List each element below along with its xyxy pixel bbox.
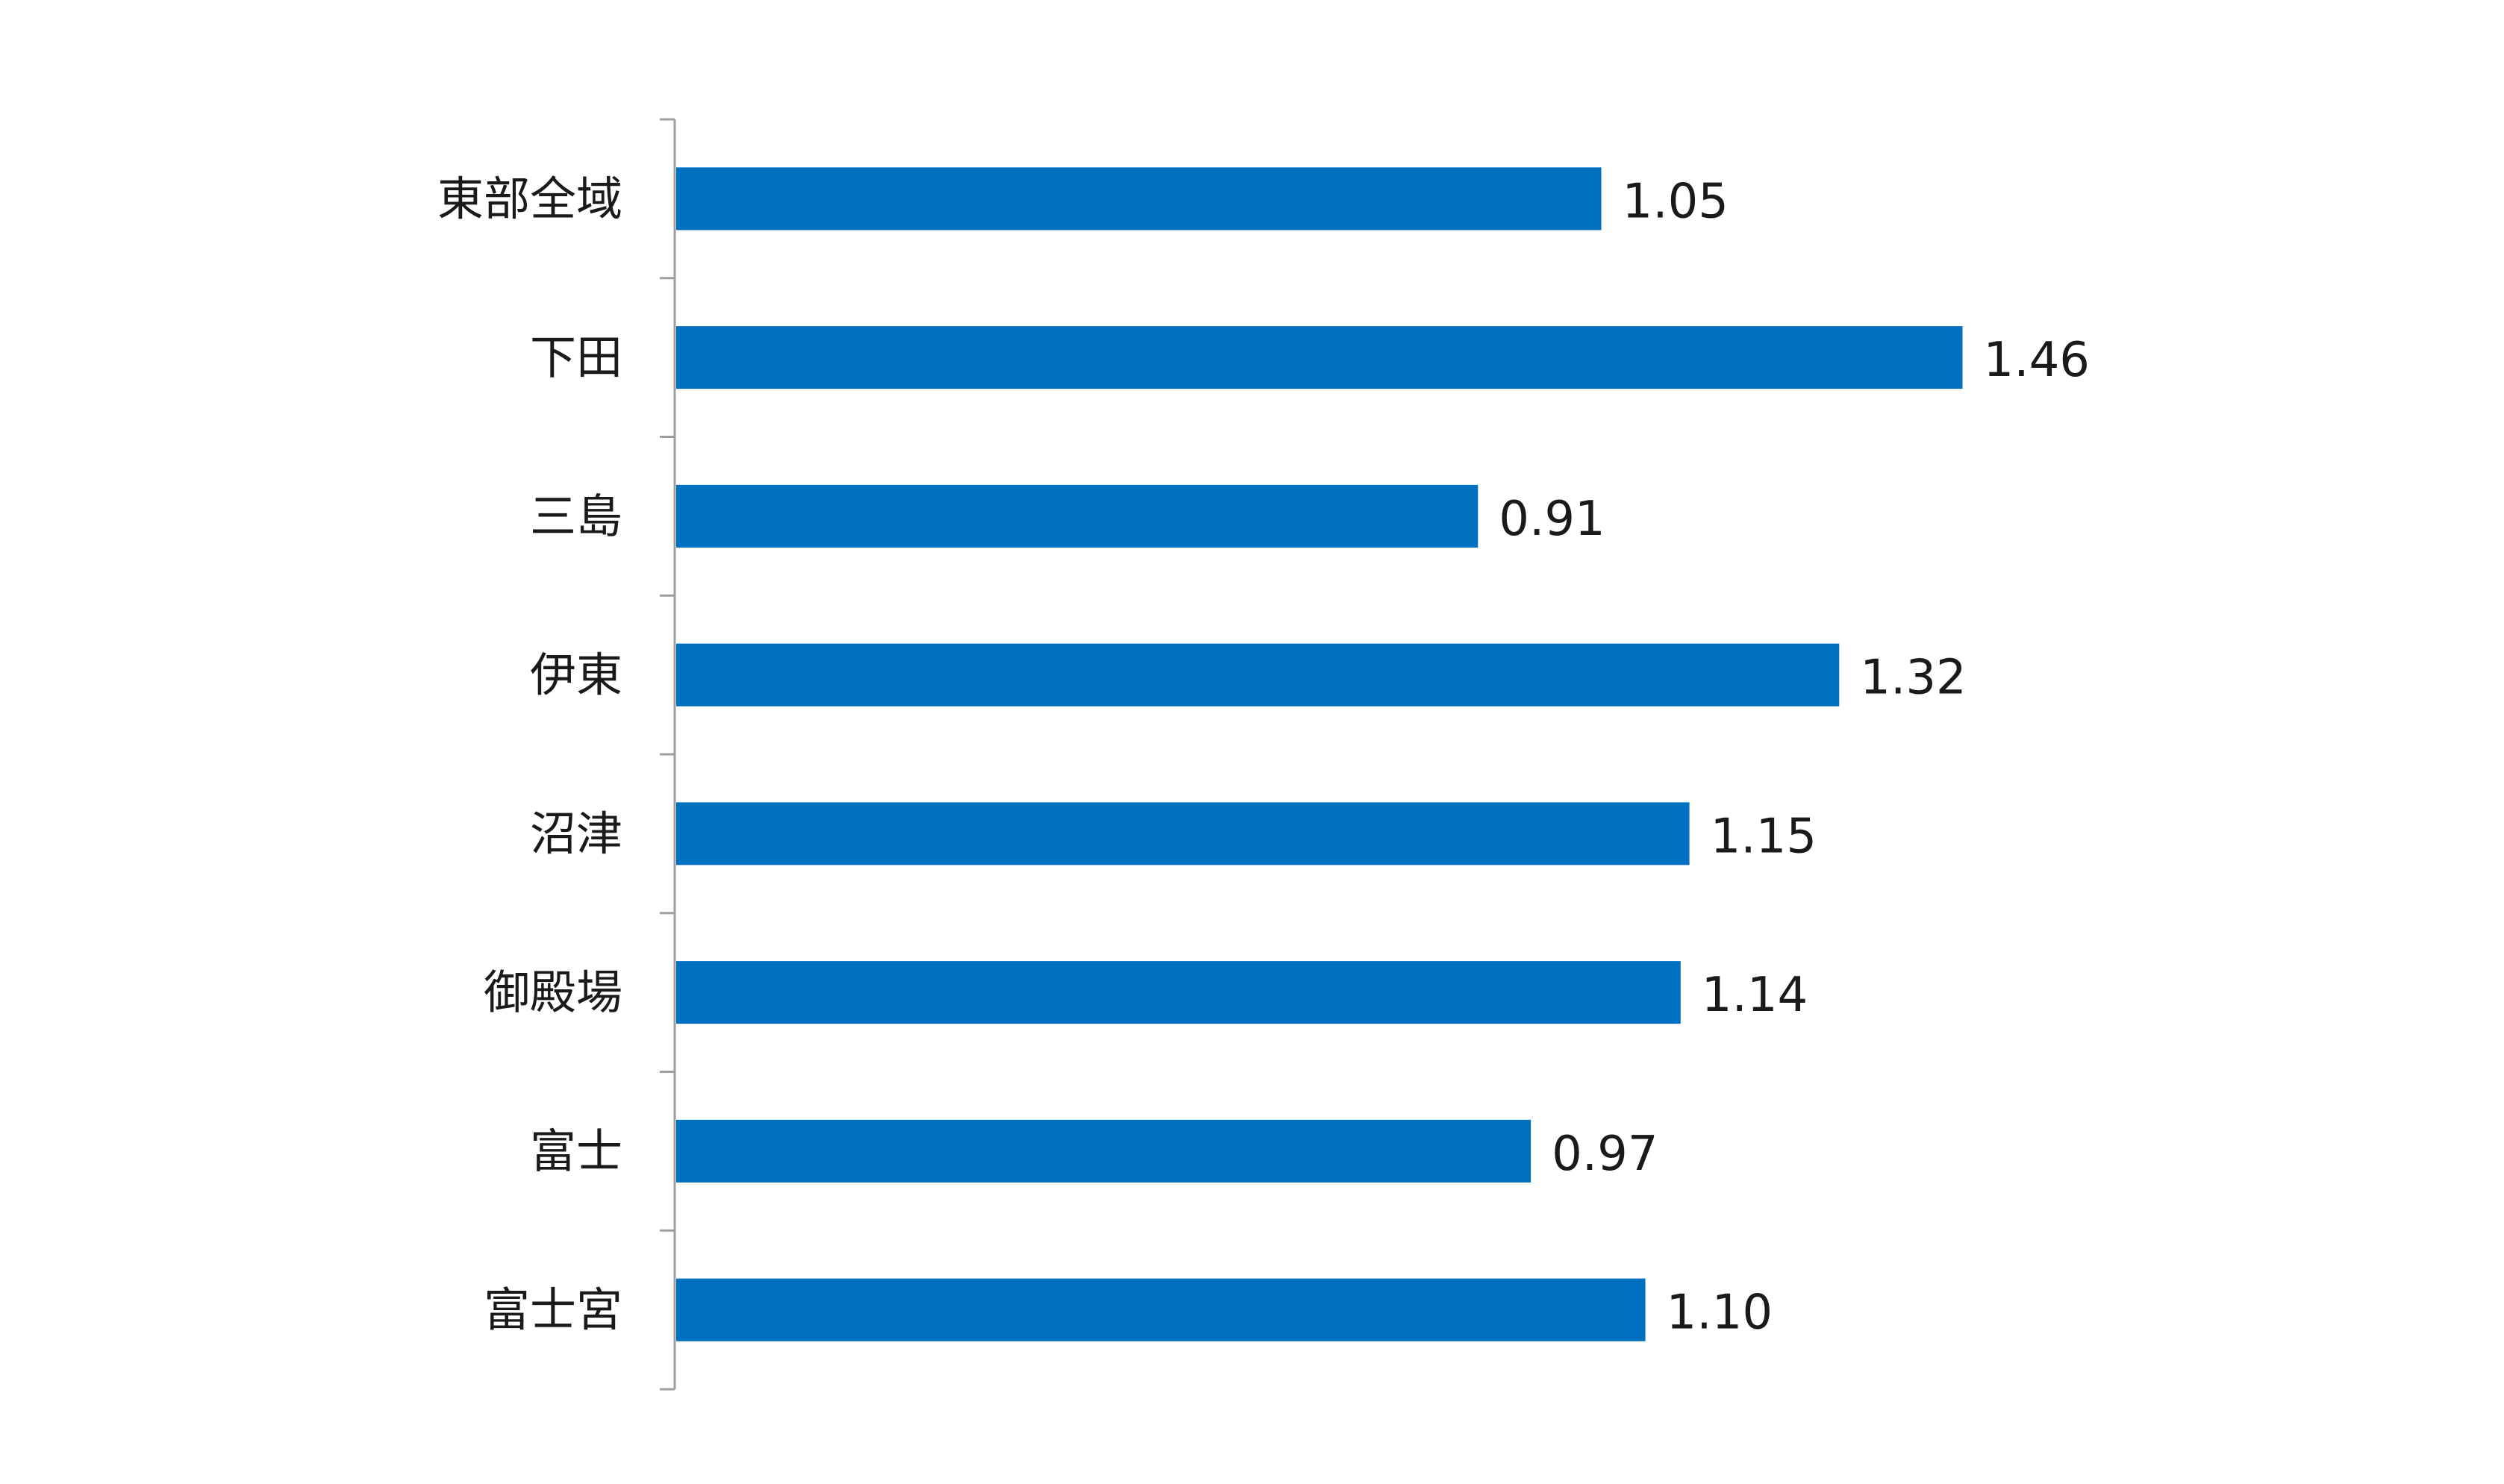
bar	[676, 484, 1479, 548]
category-label: 伊東	[530, 648, 622, 702]
bar	[676, 326, 1963, 389]
data-label: 1.32	[1860, 651, 1967, 706]
category-axis	[660, 118, 676, 1391]
bar	[676, 802, 1690, 865]
data-label: 1.05	[1623, 174, 1729, 229]
bar	[676, 961, 1681, 1024]
data-label: 1.10	[1667, 1286, 1773, 1341]
category-label: 東部全域	[437, 172, 622, 226]
data-label: 1.15	[1711, 809, 1817, 864]
category-label: 下田	[530, 331, 622, 385]
bar	[676, 167, 1602, 231]
category-label: 富士	[530, 1124, 622, 1178]
data-label: 1.14	[1702, 968, 1808, 1023]
category-label: 沼津	[530, 807, 622, 861]
category-label: 三島	[530, 489, 622, 543]
bar	[676, 1119, 1532, 1183]
category-label: 富士宮	[484, 1283, 622, 1337]
bar	[676, 1278, 1646, 1341]
data-label: 1.46	[1984, 333, 2091, 388]
bars	[676, 167, 1963, 1341]
data-label: 0.97	[1552, 1127, 1658, 1182]
category-label: 御殿場	[484, 965, 622, 1020]
bar	[676, 643, 1840, 707]
data-label: 0.91	[1499, 492, 1605, 547]
value-labels: 1.05 1.46 0.91 1.32 1.15 1.14 0.97 1.10	[1499, 174, 2090, 1340]
